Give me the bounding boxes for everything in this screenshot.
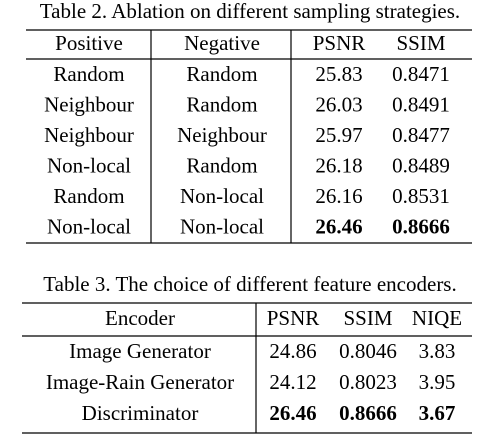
table-cell: Random: [53, 184, 124, 208]
table-cell: 0.8471: [392, 62, 450, 86]
table-cell: 0.8489: [392, 153, 450, 177]
table-cell: 24.86: [269, 339, 316, 363]
header-cell: PSNR: [267, 306, 320, 330]
table-cell: 26.46: [315, 214, 362, 238]
table-cell: 25.97: [315, 123, 362, 147]
table-cell: 0.8491: [392, 92, 450, 116]
header-cell: Positive: [55, 31, 123, 55]
header-cell: Encoder: [105, 306, 175, 330]
table-caption: Table 2. Ablation on different sampling …: [40, 0, 460, 23]
table-cell: Non-local: [47, 153, 131, 177]
header-cell: PSNR: [313, 31, 366, 55]
header-cell: Negative: [184, 31, 260, 55]
table-cell: 26.16: [315, 184, 362, 208]
table-cell: Random: [186, 153, 257, 177]
table-cell: 24.12: [269, 370, 316, 394]
table-cell: Neighbour: [44, 92, 134, 116]
table-cell: 25.83: [315, 62, 362, 86]
header-cell: SSIM: [343, 306, 392, 330]
table-cell: 3.67: [419, 401, 456, 425]
table-cell: Non-local: [180, 184, 264, 208]
table-cell: 3.83: [419, 339, 456, 363]
header-cell: SSIM: [396, 31, 445, 55]
table-cell: Neighbour: [177, 123, 267, 147]
table-cell: Neighbour: [44, 123, 134, 147]
table-cell: Non-local: [180, 214, 264, 238]
table-cell: Random: [186, 62, 257, 86]
table-cell: 26.46: [269, 401, 316, 425]
table-cell: Non-local: [47, 214, 131, 238]
table-cell: 0.8666: [339, 401, 397, 425]
table-cell: 0.8531: [392, 184, 450, 208]
table-cell: Image Generator: [69, 339, 211, 363]
table-cell: Random: [186, 92, 257, 116]
table-cell: 0.8023: [339, 370, 397, 394]
header-cell: NIQE: [412, 306, 462, 330]
table-cell: Discriminator: [82, 401, 199, 425]
table-cell: 3.95: [419, 370, 456, 394]
table-cell: Random: [53, 62, 124, 86]
table-cell: Image-Rain Generator: [46, 370, 234, 394]
table-cell: 0.8666: [392, 214, 450, 238]
table-cell: 26.03: [315, 92, 362, 116]
table-cell: 26.18: [315, 153, 362, 177]
table-cell: 0.8046: [339, 339, 397, 363]
table-cell: 0.8477: [392, 123, 450, 147]
table-caption: Table 3. The choice of different feature…: [43, 272, 456, 296]
